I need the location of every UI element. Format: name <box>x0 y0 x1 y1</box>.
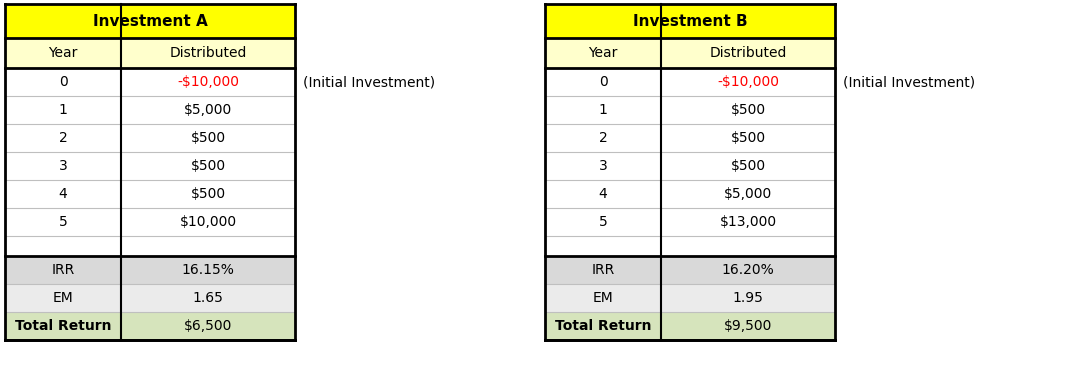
Bar <box>545 236 834 256</box>
Bar <box>5 152 121 180</box>
Bar <box>5 180 121 208</box>
Bar <box>5 256 121 284</box>
Bar <box>662 124 834 152</box>
Bar <box>662 256 834 284</box>
Bar <box>545 180 662 208</box>
Text: 4: 4 <box>59 187 67 201</box>
Text: (Initial Investment): (Initial Investment) <box>302 75 435 89</box>
Text: $500: $500 <box>730 131 766 145</box>
Text: 4: 4 <box>598 187 607 201</box>
Text: -$10,000: -$10,000 <box>177 75 239 89</box>
Bar <box>121 96 295 124</box>
Text: Distributed: Distributed <box>709 46 787 60</box>
Text: $5,000: $5,000 <box>184 103 232 117</box>
Text: 3: 3 <box>598 159 607 173</box>
Bar <box>545 124 662 152</box>
Text: EM: EM <box>593 291 614 305</box>
Text: Investment A: Investment A <box>92 14 208 28</box>
Bar <box>545 96 662 124</box>
Text: 1: 1 <box>59 103 67 117</box>
Text: 1.95: 1.95 <box>732 291 764 305</box>
Text: $500: $500 <box>190 131 225 145</box>
Text: 1: 1 <box>598 103 607 117</box>
Text: 0: 0 <box>598 75 607 89</box>
Text: 1.65: 1.65 <box>193 291 223 305</box>
Text: IRR: IRR <box>51 263 75 277</box>
Bar <box>545 38 662 68</box>
Bar <box>545 256 662 284</box>
Text: $500: $500 <box>190 159 225 173</box>
Text: 16.15%: 16.15% <box>182 263 234 277</box>
Bar <box>662 312 834 340</box>
Bar <box>662 96 834 124</box>
Text: Year: Year <box>48 46 77 60</box>
Bar <box>121 124 295 152</box>
Bar <box>5 124 121 152</box>
Text: 2: 2 <box>59 131 67 145</box>
Text: $5,000: $5,000 <box>724 187 772 201</box>
Text: $9,500: $9,500 <box>724 319 772 333</box>
Bar <box>121 256 295 284</box>
Bar <box>5 4 295 38</box>
Text: 2: 2 <box>598 131 607 145</box>
Bar <box>545 312 662 340</box>
Bar <box>662 68 834 96</box>
Text: Total Return: Total Return <box>15 319 111 333</box>
Bar <box>545 68 662 96</box>
Bar <box>121 284 295 312</box>
Text: (Initial Investment): (Initial Investment) <box>843 75 975 89</box>
Text: Distributed: Distributed <box>170 46 247 60</box>
Text: Total Return: Total Return <box>555 319 652 333</box>
Text: 5: 5 <box>59 215 67 229</box>
Text: $500: $500 <box>730 103 766 117</box>
Bar <box>662 152 834 180</box>
Text: $500: $500 <box>190 187 225 201</box>
Text: IRR: IRR <box>592 263 615 277</box>
Bar <box>662 38 834 68</box>
Bar <box>5 96 121 124</box>
Text: EM: EM <box>52 291 73 305</box>
Text: $500: $500 <box>730 159 766 173</box>
Bar <box>545 208 662 236</box>
Bar <box>121 208 295 236</box>
Bar <box>545 4 834 38</box>
Bar <box>121 312 295 340</box>
Bar <box>121 68 295 96</box>
Bar <box>121 152 295 180</box>
Bar <box>121 180 295 208</box>
Bar <box>5 68 121 96</box>
Bar <box>5 312 121 340</box>
Bar <box>662 180 834 208</box>
Bar <box>545 284 662 312</box>
Bar <box>5 284 121 312</box>
Bar <box>5 236 295 256</box>
Text: 16.20%: 16.20% <box>721 263 775 277</box>
Text: Year: Year <box>589 46 618 60</box>
Bar <box>5 208 121 236</box>
Text: 5: 5 <box>598 215 607 229</box>
Bar <box>5 38 121 68</box>
Text: $10,000: $10,000 <box>180 215 236 229</box>
Bar <box>121 38 295 68</box>
Bar <box>662 284 834 312</box>
Bar <box>545 152 662 180</box>
Text: 0: 0 <box>59 75 67 89</box>
Text: $13,000: $13,000 <box>719 215 777 229</box>
Text: Investment B: Investment B <box>633 14 747 28</box>
Bar <box>662 208 834 236</box>
Text: $6,500: $6,500 <box>184 319 232 333</box>
Text: -$10,000: -$10,000 <box>717 75 779 89</box>
Text: 3: 3 <box>59 159 67 173</box>
